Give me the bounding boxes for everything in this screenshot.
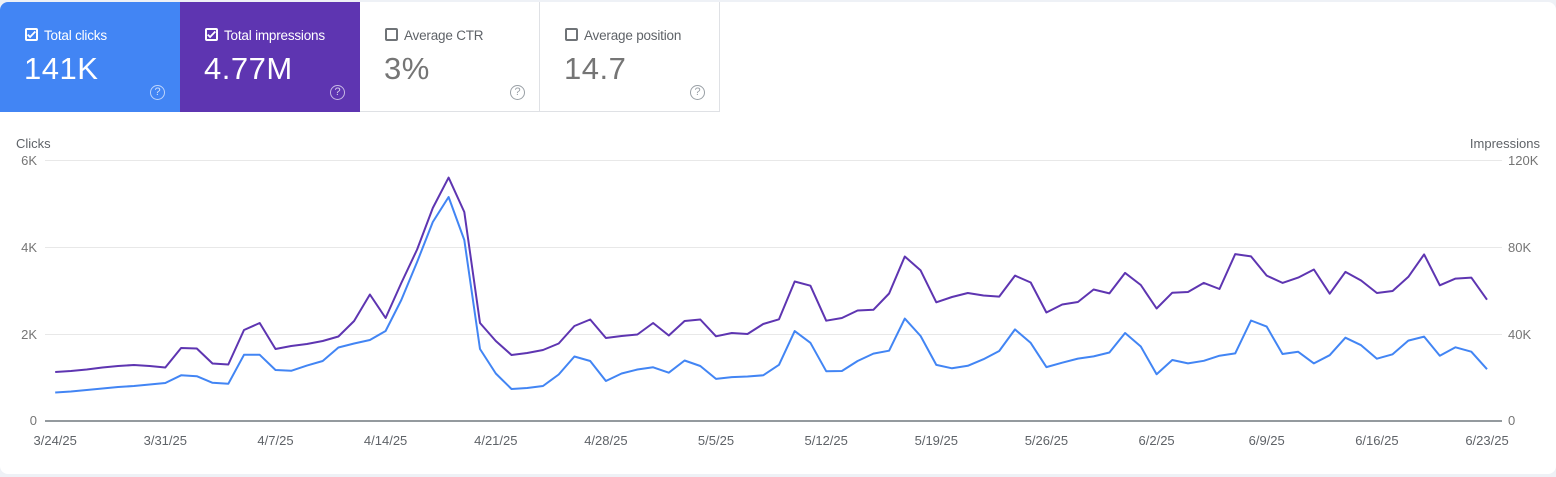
svg-text:Clicks: Clicks bbox=[16, 136, 51, 151]
svg-text:5/26/25: 5/26/25 bbox=[1025, 433, 1068, 448]
svg-text:120K: 120K bbox=[1508, 153, 1539, 168]
svg-text:3/24/25: 3/24/25 bbox=[34, 433, 77, 448]
svg-text:40K: 40K bbox=[1508, 327, 1531, 342]
svg-text:Impressions: Impressions bbox=[1470, 136, 1541, 151]
svg-text:4/21/25: 4/21/25 bbox=[474, 433, 517, 448]
svg-text:4K: 4K bbox=[21, 240, 37, 255]
svg-text:5/12/25: 5/12/25 bbox=[805, 433, 848, 448]
svg-text:6/9/25: 6/9/25 bbox=[1249, 433, 1285, 448]
svg-text:0: 0 bbox=[1508, 413, 1515, 428]
svg-text:4/14/25: 4/14/25 bbox=[364, 433, 407, 448]
svg-text:5/19/25: 5/19/25 bbox=[915, 433, 958, 448]
svg-text:6/23/25: 6/23/25 bbox=[1465, 433, 1508, 448]
svg-text:0: 0 bbox=[30, 413, 37, 428]
svg-text:6/16/25: 6/16/25 bbox=[1355, 433, 1398, 448]
svg-text:4/28/25: 4/28/25 bbox=[584, 433, 627, 448]
svg-text:6K: 6K bbox=[21, 153, 37, 168]
svg-text:4/7/25: 4/7/25 bbox=[257, 433, 293, 448]
svg-text:80K: 80K bbox=[1508, 240, 1531, 255]
svg-text:2K: 2K bbox=[21, 327, 37, 342]
svg-text:6/2/25: 6/2/25 bbox=[1139, 433, 1175, 448]
svg-text:5/5/25: 5/5/25 bbox=[698, 433, 734, 448]
svg-text:3/31/25: 3/31/25 bbox=[144, 433, 187, 448]
